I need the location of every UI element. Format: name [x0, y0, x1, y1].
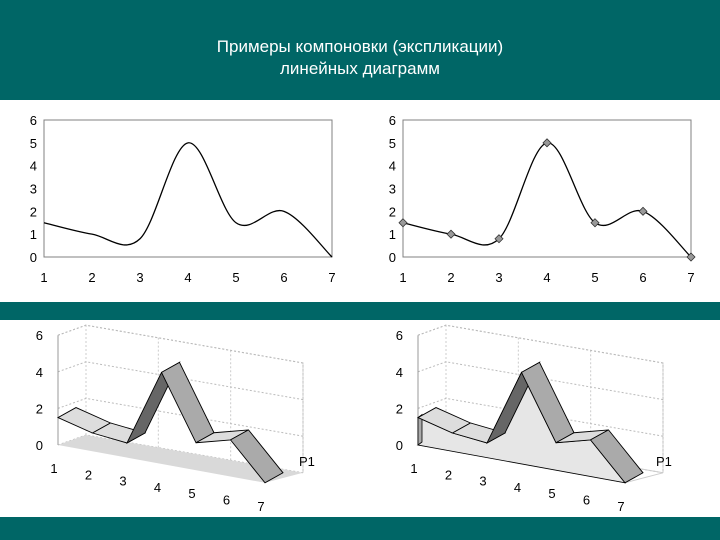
y-tick-label: 3	[389, 182, 396, 197]
x-tick-label: 3	[495, 270, 502, 285]
ribbon-segment	[160, 361, 215, 444]
y-tick-label: 6	[36, 328, 43, 343]
back-wall	[57, 324, 304, 473]
x-tick-label: 4	[154, 480, 161, 495]
x-tick-label: 3	[119, 474, 126, 489]
data-point	[494, 234, 504, 244]
x-tick-label: 6	[280, 270, 287, 285]
data-point	[590, 218, 600, 228]
x-tick-label: 7	[257, 499, 264, 514]
y-tick-label: 6	[396, 328, 403, 343]
data-point	[542, 138, 552, 148]
y-tick-label: 0	[389, 250, 396, 265]
plot-area	[43, 119, 333, 258]
y-tick-label: 1	[389, 227, 396, 242]
series-label: Р1	[299, 454, 315, 469]
x-tick-label: 5	[188, 486, 195, 501]
ribbon-segment	[229, 429, 284, 484]
series-line	[402, 142, 692, 258]
x-tick-label: 7	[687, 270, 694, 285]
x-tick-label: 4	[514, 480, 521, 495]
data-point	[446, 229, 456, 239]
data-point	[638, 206, 648, 216]
y-tick-label: 6	[389, 113, 396, 128]
y-tick-label: 4	[36, 365, 43, 380]
x-tick-label: 7	[328, 270, 335, 285]
gridline-horizontal	[57, 324, 304, 364]
x-tick-label: 4	[543, 270, 550, 285]
gridline-horizontal	[57, 397, 304, 437]
x-tick-label: 6	[223, 493, 230, 508]
ribbon-segment	[589, 429, 644, 484]
x-tick-label: 2	[445, 467, 452, 482]
back-wall	[417, 324, 664, 473]
3d-chart-2: 0 2 4 6 1 2 3 4 5 6 7 Р1	[396, 324, 672, 514]
x-tick-label: 3	[479, 474, 486, 489]
footer-bar	[0, 517, 720, 540]
title-line-2: линейных диаграмм	[280, 59, 440, 78]
gridline-horizontal	[57, 361, 304, 401]
x-tick-label: 2	[88, 270, 95, 285]
x-tick-label: 5	[591, 270, 598, 285]
y-tick-label: 1	[30, 227, 37, 242]
title-line-1: Примеры компоновки (экспликации)	[216, 37, 504, 56]
data-point	[398, 218, 408, 228]
x-tick-label: 1	[40, 270, 47, 285]
y-tick-label: 0	[36, 438, 43, 453]
series-line	[43, 142, 333, 258]
x-tick-label: 1	[50, 461, 57, 476]
separator-band	[0, 302, 720, 320]
y-tick-label: 4	[30, 159, 37, 174]
3d-chart-1: 0 2 4 6 1 2 3 4 5 6 7 Р1	[36, 324, 315, 514]
gridline-horizontal	[417, 324, 664, 364]
header-bar	[0, 0, 720, 100]
gridline-horizontal	[417, 397, 664, 437]
y-tick-label: 2	[389, 204, 396, 219]
area-left-side	[417, 413, 423, 446]
x-tick-label: 7	[617, 499, 624, 514]
y-tick-label: 2	[36, 401, 43, 416]
x-tick-label: 5	[232, 270, 239, 285]
x-tick-label: 1	[410, 461, 417, 476]
plot-area	[402, 119, 692, 258]
x-tick-label: 4	[184, 270, 191, 285]
x-tick-label: 5	[548, 486, 555, 501]
y-tick-label: 3	[30, 182, 37, 197]
x-tick-label: 6	[583, 493, 590, 508]
series-label: Р1	[656, 454, 672, 469]
y-tick-label: 0	[30, 250, 37, 265]
y-tick-label: 4	[389, 159, 396, 174]
x-tick-label: 3	[136, 270, 143, 285]
gridline-horizontal	[417, 361, 664, 401]
y-tick-label: 0	[396, 438, 403, 453]
y-tick-label: 5	[389, 136, 396, 151]
y-tick-label: 2	[396, 401, 403, 416]
x-tick-label: 6	[639, 270, 646, 285]
data-point	[686, 252, 696, 262]
y-tick-label: 6	[30, 113, 37, 128]
y-tick-label: 4	[396, 365, 403, 380]
page-title: Примеры компоновки (экспликации) линейны…	[0, 36, 720, 80]
y-tick-label: 2	[30, 204, 37, 219]
x-tick-label: 2	[85, 467, 92, 482]
y-tick-label: 5	[30, 136, 37, 151]
x-tick-label: 1	[399, 270, 406, 285]
x-tick-label: 2	[447, 270, 454, 285]
chart-floor	[58, 435, 303, 483]
